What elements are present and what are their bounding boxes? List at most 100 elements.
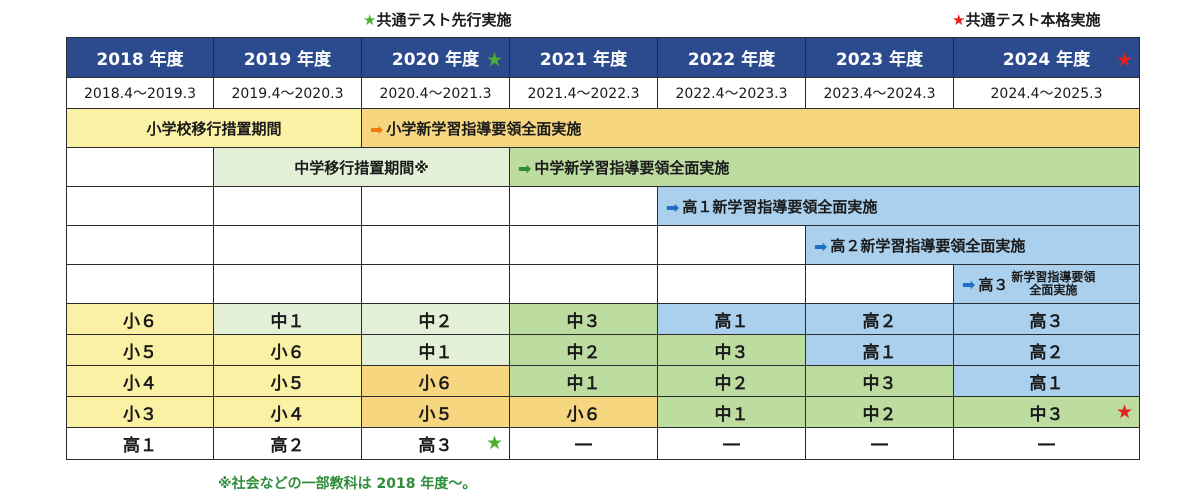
high1-full-label: 高１新学習指導要領全面実施 <box>682 197 878 216</box>
period-2024: 2024.4〜2025.3 <box>953 77 1140 109</box>
red-star-icon: ★ <box>1115 401 1133 423</box>
empty-cell <box>361 186 510 226</box>
grade-row: 小６ 中１ 中２ 中３ 高１ 高２ 高３ <box>66 303 1140 335</box>
arrow-right-icon: ➡ <box>962 274 976 294</box>
period-2019: 2019.4〜2020.3 <box>213 77 362 109</box>
grade-cell: 中１ <box>657 396 806 428</box>
empty-cell <box>66 264 214 304</box>
arrow-right-icon: ➡ <box>666 197 680 217</box>
year-header-2023: 2023 年度 <box>805 37 954 78</box>
grade-cell: ― <box>509 427 658 460</box>
empty-cell <box>361 264 510 304</box>
empty-cell <box>657 225 806 265</box>
grade-cell: 高２ <box>953 334 1140 366</box>
elementary-policy-row: 小学校移行措置期間 ➡ 小学新学習指導要領全面実施 <box>66 108 1140 148</box>
grade-cell: 中３ <box>805 365 954 397</box>
grade-cell: 小６ <box>66 303 214 335</box>
grade-cell: 中３ <box>509 303 658 335</box>
high3-full-label: 新学習指導要領 全面実施 <box>1011 271 1095 297</box>
period-2018: 2018.4〜2019.3 <box>66 77 214 109</box>
middle-transition-period: 中学移行措置期間※ <box>213 147 510 187</box>
grade-row: 小５ 小６ 中１ 中２ 中３ 高１ 高２ <box>66 334 1140 366</box>
period-2021: 2021.4〜2022.3 <box>509 77 658 109</box>
grade-cell: 中３ ★ <box>953 396 1140 428</box>
green-star-icon: ★ <box>485 49 503 71</box>
year-header-2021: 2021 年度 <box>509 37 658 78</box>
empty-cell <box>509 186 658 226</box>
year-header-row: 2018 年度 2019 年度 2020 年度 ★ 2021 年度 2022 年度… <box>66 37 1140 78</box>
grade-row: 小３ 小４ 小５ 小６ 中１ 中２ 中３ ★ <box>66 396 1140 428</box>
high2-full-implementation: ➡ 高２新学習指導要領全面実施 <box>805 225 1140 265</box>
curriculum-schedule-table: 2018 年度 2019 年度 2020 年度 ★ 2021 年度 2022 年度… <box>66 37 1140 460</box>
grade-cell: 小５ <box>213 365 362 397</box>
empty-cell <box>657 264 806 304</box>
grade-cell: 中２ <box>805 396 954 428</box>
grade-cell-label: 中３ <box>1029 404 1064 425</box>
year-header-2020: 2020 年度 ★ <box>361 37 510 78</box>
year-header-2024-label: 2024 年度 <box>1002 50 1091 70</box>
grade-cell: 小４ <box>66 365 214 397</box>
grade-cell: 高３ ★ <box>361 427 510 460</box>
empty-cell <box>213 225 362 265</box>
empty-cell <box>66 225 214 265</box>
middle-full-implementation: ➡ 中学新学習指導要領全面実施 <box>509 147 1140 187</box>
period-2023: 2023.4〜2024.3 <box>805 77 954 109</box>
red-star-icon: ★ <box>952 11 966 29</box>
high1-policy-row: ➡ 高１新学習指導要領全面実施 <box>66 186 1140 226</box>
high3-policy-row: ➡ 高３ 新学習指導要領 全面実施 <box>66 264 1140 304</box>
empty-cell <box>213 186 362 226</box>
green-star-icon: ★ <box>363 11 377 29</box>
grade-cell: 中１ <box>361 334 510 366</box>
empty-cell <box>509 264 658 304</box>
year-header-2022: 2022 年度 <box>657 37 806 78</box>
empty-cell <box>805 264 954 304</box>
high3-full-implementation: ➡ 高３ 新学習指導要領 全面実施 <box>953 264 1140 304</box>
grade-row: 高１ 高２ 高３ ★ ― ― ― ― <box>66 427 1140 460</box>
high3-label-line2: 全面実施 <box>1029 283 1078 297</box>
year-header-2024: 2024 年度 ★ <box>953 37 1140 78</box>
high3-label-line1: 新学習指導要領 <box>1011 270 1096 284</box>
grade-cell: 小６ <box>361 365 510 397</box>
year-header-2019: 2019 年度 <box>213 37 362 78</box>
grade-cell: 中３ <box>657 334 806 366</box>
empty-cell <box>509 225 658 265</box>
arrow-right-icon: ➡ <box>814 236 828 256</box>
grade-row: 小４ 小５ 小６ 中１ 中２ 中３ 高１ <box>66 365 1140 397</box>
empty-cell <box>66 147 214 187</box>
footnote: ※社会などの一部教科は 2018 年度〜。 <box>218 476 477 492</box>
year-header-2018: 2018 年度 <box>66 37 214 78</box>
grade-cell: 小６ <box>213 334 362 366</box>
elementary-full-implementation: ➡ 小学新学習指導要領全面実施 <box>361 108 1140 148</box>
grade-cell: 高２ <box>213 427 362 460</box>
high2-policy-row: ➡ 高２新学習指導要領全面実施 <box>66 225 1140 265</box>
grade-cell: 中２ <box>509 334 658 366</box>
period-2020: 2020.4〜2021.3 <box>361 77 510 109</box>
high1-full-implementation: ➡ 高１新学習指導要領全面実施 <box>657 186 1140 226</box>
period-2022: 2022.4〜2023.3 <box>657 77 806 109</box>
grade-cell: 中１ <box>509 365 658 397</box>
grade-cell: 高１ <box>953 365 1140 397</box>
high2-full-label: 高２新学習指導要領全面実施 <box>830 236 1026 255</box>
grade-cell: 高１ <box>657 303 806 335</box>
grade-cell: ― <box>953 427 1140 460</box>
grade-cell: 中２ <box>657 365 806 397</box>
grade-cell: 高３ <box>953 303 1140 335</box>
grade-cell: ― <box>657 427 806 460</box>
middle-full-label: 中学新学習指導要領全面実施 <box>534 158 730 177</box>
legend-first-test-label: 共通テスト先行実施 <box>376 11 512 29</box>
grade-cell: ― <box>805 427 954 460</box>
high3-prefix: 高３ <box>978 275 1009 294</box>
red-star-icon: ★ <box>1115 49 1133 71</box>
green-star-icon: ★ <box>485 432 503 454</box>
arrow-right-icon: ➡ <box>518 158 532 178</box>
grade-cell: 中１ <box>213 303 362 335</box>
grade-cell: 小４ <box>213 396 362 428</box>
period-row: 2018.4〜2019.3 2019.4〜2020.3 2020.4〜2021.… <box>66 77 1140 109</box>
empty-cell <box>361 225 510 265</box>
grade-cell: 小６ <box>509 396 658 428</box>
middle-policy-row: 中学移行措置期間※ ➡ 中学新学習指導要領全面実施 <box>66 147 1140 187</box>
grade-cell: 小５ <box>66 334 214 366</box>
grade-cell: 高１ <box>66 427 214 460</box>
grade-cell-label: 高３ <box>418 436 453 456</box>
empty-cell <box>213 264 362 304</box>
